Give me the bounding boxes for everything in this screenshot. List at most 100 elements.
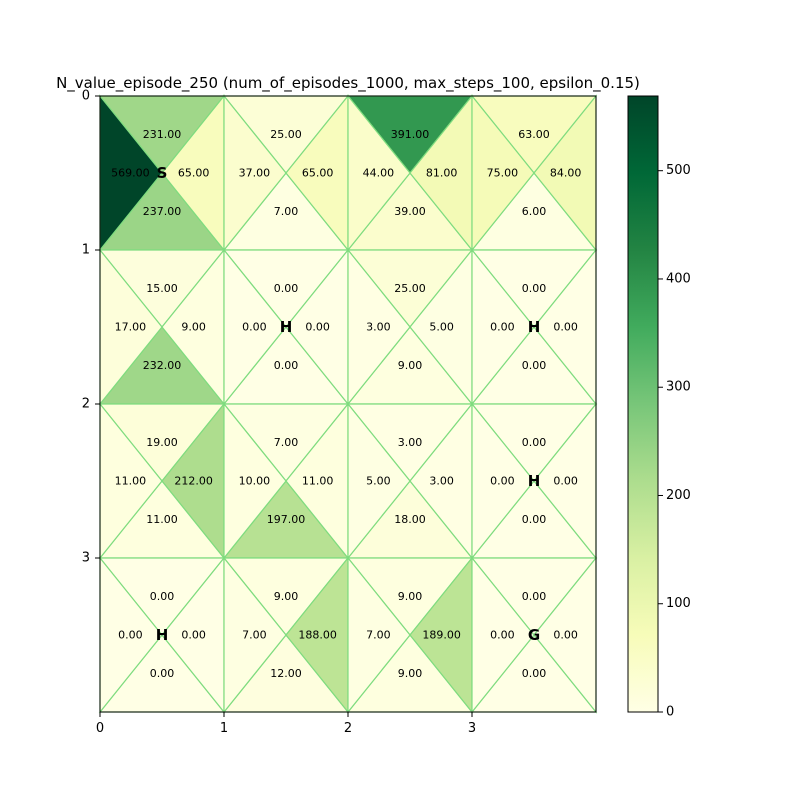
colorbar-tick-label: 0 (666, 705, 674, 720)
value-label-right: 0.00 (305, 321, 330, 334)
value-label-left: 75.00 (487, 167, 519, 180)
value-label-left: 44.00 (363, 167, 395, 180)
triangle-left (471, 248, 535, 406)
value-label-right: 81.00 (426, 167, 458, 180)
value-label-down: 0.00 (150, 667, 175, 680)
value-label-right: 0.00 (553, 629, 578, 642)
value-label-right: 212.00 (174, 475, 213, 488)
grid-cell: 391.00 39.00 44.00 81.00 (346, 94, 474, 252)
colorbar: 0 100 200 300 400 500 (627, 95, 691, 720)
colorbar-tick-label: 200 (666, 488, 691, 503)
value-label-down: 39.00 (394, 205, 426, 218)
grid-cell: 25.00 7.00 37.00 65.00 (222, 94, 350, 252)
value-label-down: 9.00 (398, 667, 423, 680)
value-label-left: 7.00 (242, 629, 267, 642)
value-label-right: 0.00 (181, 629, 206, 642)
value-label-up: 231.00 (143, 128, 182, 141)
value-label-left: 7.00 (366, 629, 391, 642)
x-tick-label: 2 (344, 721, 352, 736)
grid-cell: 9.00 12.00 7.00 188.00 (222, 556, 350, 714)
value-label-right: 9.00 (181, 321, 206, 334)
grid-cell: 7.00 197.00 10.00 11.00 (222, 402, 350, 560)
triangle-left (223, 556, 287, 714)
x-tick-label: 1 (220, 721, 228, 736)
triangle-left (347, 402, 411, 560)
value-label-down: 0.00 (522, 359, 547, 372)
value-label-down: 197.00 (267, 513, 306, 526)
grid-cell: 25.00 9.00 3.00 5.00 (346, 248, 474, 406)
axes: 0 1 2 3 0 1 2 3 (82, 89, 597, 736)
value-label-up: 0.00 (522, 590, 547, 603)
grid-cell: 9.00 9.00 7.00 189.00 (346, 556, 474, 714)
value-label-left: 17.00 (115, 321, 147, 334)
triangle-left (471, 402, 535, 560)
triangle-left (471, 94, 535, 252)
value-label-right: 0.00 (553, 475, 578, 488)
value-label-down: 0.00 (522, 513, 547, 526)
triangle-left (347, 556, 411, 714)
value-label-up: 0.00 (274, 282, 299, 295)
value-label-left: 0.00 (490, 321, 515, 334)
grid-cell: 0.00 0.00 0.00 0.00 H (98, 556, 226, 714)
grid-cell: 0.00 0.00 0.00 0.00 G (470, 556, 598, 714)
value-label-up: 63.00 (518, 128, 550, 141)
value-label-left: 569.00 (111, 167, 150, 180)
triangle-left (471, 556, 535, 714)
state-label: G (528, 626, 540, 644)
value-label-left: 0.00 (118, 629, 143, 642)
triangle-left (223, 402, 287, 560)
grid-cell: 19.00 11.00 11.00 212.00 (98, 402, 226, 560)
value-label-left: 11.00 (115, 475, 147, 488)
value-label-left: 3.00 (366, 321, 391, 334)
grid-cell: 15.00 232.00 17.00 9.00 (98, 248, 226, 406)
value-label-up: 25.00 (270, 128, 302, 141)
state-label: H (156, 626, 169, 644)
colorbar-tick-label: 300 (666, 380, 691, 395)
value-label-down: 232.00 (143, 359, 182, 372)
value-label-down: 9.00 (398, 359, 423, 372)
triangle-left (347, 248, 411, 406)
grid-cell: 0.00 0.00 0.00 0.00 H (470, 248, 598, 406)
x-tick-label: 3 (468, 721, 476, 736)
grid-cell: 63.00 6.00 75.00 84.00 (470, 94, 598, 252)
y-tick-label: 1 (82, 243, 90, 258)
y-tick-label: 0 (82, 89, 90, 104)
colorbar-tick-label: 100 (666, 596, 691, 611)
value-label-left: 10.00 (239, 475, 271, 488)
value-label-left: 0.00 (242, 321, 267, 334)
value-label-up: 9.00 (274, 590, 299, 603)
value-label-down: 237.00 (143, 205, 182, 218)
value-label-right: 5.00 (429, 321, 454, 334)
state-label: S (157, 164, 168, 182)
triangle-left (223, 94, 287, 252)
value-label-right: 3.00 (429, 475, 454, 488)
value-label-up: 19.00 (146, 436, 178, 449)
value-label-right: 189.00 (422, 629, 461, 642)
value-label-left: 0.00 (490, 629, 515, 642)
value-label-up: 3.00 (398, 436, 423, 449)
triangle-left (347, 94, 411, 252)
grid-cell: 0.00 0.00 0.00 0.00 H (470, 402, 598, 560)
value-label-right: 0.00 (553, 321, 578, 334)
value-label-down: 0.00 (274, 359, 299, 372)
grid-cell: 3.00 18.00 5.00 3.00 (346, 402, 474, 560)
value-label-left: 37.00 (239, 167, 271, 180)
grid-cell: 231.00 237.00 569.00 65.00 S (98, 94, 226, 252)
value-label-up: 7.00 (274, 436, 299, 449)
value-label-up: 0.00 (522, 282, 547, 295)
value-label-up: 391.00 (391, 128, 430, 141)
value-label-up: 0.00 (150, 590, 175, 603)
value-label-down: 7.00 (274, 205, 299, 218)
colorbar-tick-label: 400 (666, 271, 691, 286)
value-label-right: 65.00 (302, 167, 334, 180)
value-label-right: 188.00 (298, 629, 337, 642)
value-label-down: 6.00 (522, 205, 547, 218)
value-label-right: 11.00 (302, 475, 334, 488)
y-tick-label: 3 (82, 551, 90, 566)
value-label-right: 84.00 (550, 167, 582, 180)
colorbar-tick-label: 500 (666, 163, 691, 178)
colorbar-gradient (627, 95, 659, 713)
grid-cell: 0.00 0.00 0.00 0.00 H (222, 248, 350, 406)
